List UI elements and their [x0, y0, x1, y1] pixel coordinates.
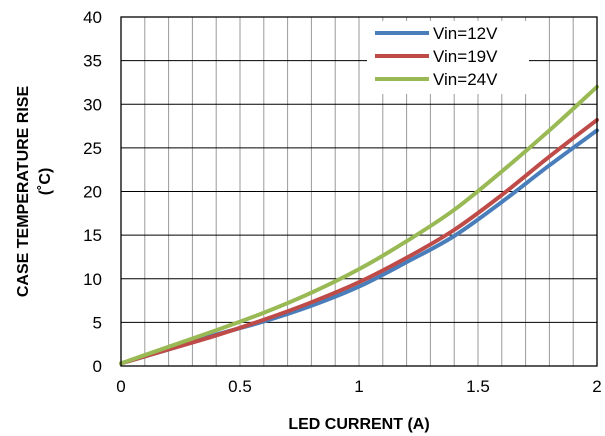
- y-tick-label: 20: [83, 183, 102, 202]
- legend-label-3: Vin=24V: [433, 70, 498, 89]
- y-tick-label: 0: [93, 357, 102, 376]
- y-tick-label: 25: [83, 139, 102, 158]
- x-tick-label: 1: [354, 377, 363, 396]
- series-lines: [119, 84, 599, 366]
- series-line-3: [119, 84, 599, 366]
- y-axis-tick-labels: 0 5 10 15 20 25 30 35 40: [83, 8, 102, 376]
- y-tick-label: 5: [93, 313, 102, 332]
- plot-area-border: [120, 16, 598, 367]
- x-tick-label: 1.5: [466, 377, 490, 396]
- legend-label-2: Vin=19V: [433, 47, 498, 66]
- y-tick-label: 10: [83, 270, 102, 289]
- y-axis-title-line1: CASE TEMPERATURE RISE: [15, 86, 32, 298]
- y-axis-title-line2: (˚C): [37, 168, 54, 196]
- x-tick-label: 2: [592, 377, 601, 396]
- x-axis-title: LED CURRENT (A): [288, 416, 429, 433]
- y-tick-label: 40: [83, 8, 102, 27]
- y-tick-label: 30: [83, 95, 102, 114]
- series-line-2: [119, 117, 599, 366]
- x-axis-tick-labels: 0 0.5 1 1.5 2: [116, 377, 601, 396]
- legend-label-1: Vin=12V: [433, 24, 498, 43]
- y-tick-label: 15: [83, 226, 102, 245]
- x-tick-label: 0.5: [228, 377, 252, 396]
- y-tick-label: 35: [83, 52, 102, 71]
- x-tick-label: 0: [116, 377, 125, 396]
- legend: Vin=12V Vin=19V Vin=24V: [367, 21, 529, 94]
